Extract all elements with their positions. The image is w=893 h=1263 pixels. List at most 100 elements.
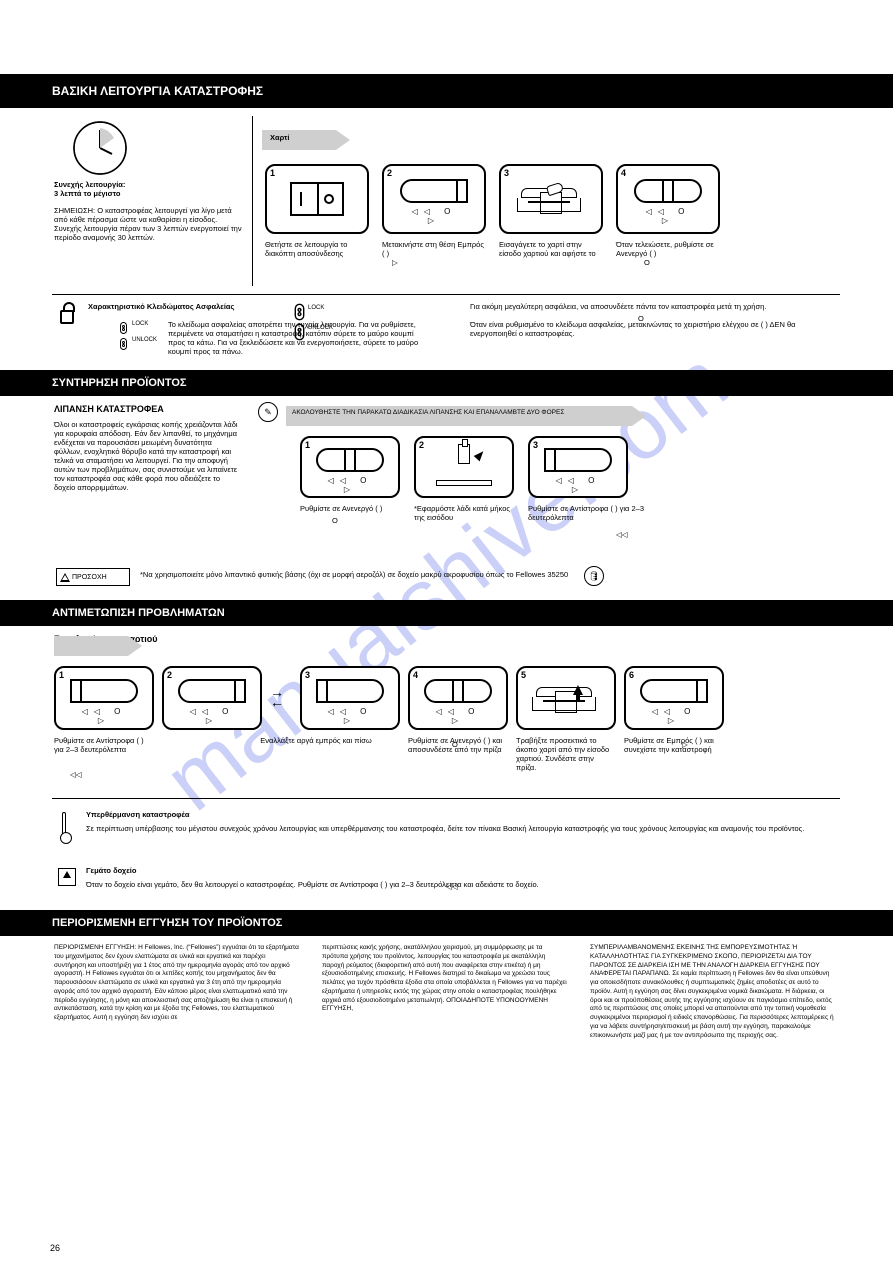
warranty-col-3: ΣΥΜΠΕΡΙΛΑΜΒΑΝΟΜΕΝΗΣ ΕΚΕΙΝΗΣ ΤΗΣ ΕΜΠΟΡΕΥΣ… [590, 944, 835, 1040]
panel-num: 2 [419, 440, 424, 450]
maint-panel-3: 3 ◁◁ O ▷ [528, 436, 628, 498]
panel-num: 4 [413, 670, 418, 680]
slider-symbols: ◁◁ O ▷ [318, 707, 382, 725]
jam-panel-3: 3 ◁◁ O ▷ [300, 666, 400, 730]
step-arrow-oil-label: ΑΚΟΛΟΥΘΗΣΤΕ ΤΗΝ ΠΑΡΑΚΑΤΩ ΔΙΑΔΙΚΑΣΙΑ ΛΙΠΑ… [292, 409, 564, 417]
jam-fwd-glyph: ▷ [682, 740, 688, 749]
caution-label: ΠΡΟΣΟΧΗ [72, 574, 107, 581]
slider-off-icon: ◁◁ O ▷ [634, 179, 702, 203]
basic-panel-3: 3 [499, 164, 603, 234]
clock-icon [72, 120, 128, 176]
oil-circle-icon: ✎ [258, 402, 278, 422]
lock-text-right: Για ακόμη μεγαλύτερη ασφάλεια, να αποσυν… [470, 302, 830, 338]
panel-num: 1 [305, 440, 310, 450]
basic-panel-3-caption: Εισαγάγετε το χαρτί στην είσοδο χαρτιού … [499, 240, 603, 258]
oil-bottle-icon [458, 444, 470, 464]
panel-num: 5 [521, 670, 526, 680]
bin-full-icon [58, 868, 76, 886]
warning-triangle-icon [60, 573, 70, 582]
warranty-col-2: περιπτώσεις κακής χρήσης, ακατάλληλου χε… [322, 944, 567, 1014]
slider-symbols: ◁◁ O ▷ [636, 207, 700, 225]
maint-panel-3-caption: Ρυθμίστε σε Αντίστροφα ( ) για 2–3 δευτε… [528, 504, 658, 522]
section-bar-troubleshoot-title: ΑΝΤΙΜΕΤΩΠΙΣΗ ΠΡΟΒΛΗΜΑΤΩΝ [52, 607, 225, 619]
panel-num: 6 [629, 670, 634, 680]
panel-num: 3 [504, 168, 509, 178]
section-bar-basic: ΒΑΣΙΚΗ ΛΕΙΤΟΥΡΓΙΑ ΚΑΤΑΣΤΡΟΦΗΣ [0, 74, 893, 108]
slider-forward-icon: ◁◁ O ▷ [640, 679, 708, 703]
section-bar-maintenance: ΣΥΝΤΗΡΗΣΗ ΠΡΟΪΟΝΤΟΣ [0, 370, 893, 396]
section-bar-basic-title: ΒΑΣΙΚΗ ΛΕΙΤΟΥΡΓΙΑ ΚΑΤΑΣΤΡΟΦΗΣ [52, 84, 263, 98]
panel-num: 1 [270, 168, 275, 178]
section-bar-warranty-title: ΠΕΡΙΟΡΙΣΜΕΝΗ ΕΓΓΥΗΣΗ ΤΟΥ ΠΡΟΪΟΝΤΟΣ [52, 917, 282, 929]
maint-panel-1: 1 ◁◁ O ▷ [300, 436, 400, 498]
slider-symbols: ◁◁ O ▷ [426, 707, 490, 725]
step-arrow-jam [54, 636, 128, 656]
off-glyph: O [644, 258, 650, 267]
section-bar-warranty: ΠΕΡΙΟΡΙΣΜΕΝΗ ΕΓΓΥΗΣΗ ΤΟΥ ΠΡΟΪΟΝΤΟΣ [0, 910, 893, 936]
jam-panel-6: 6 ◁◁ O ▷ [624, 666, 724, 730]
slider-off-icon: ◁◁ O ▷ [424, 679, 492, 703]
overheat-text: Σε περίπτωση υπέρβασης του μέγιστου συνε… [86, 824, 826, 833]
step-arrow-paper-label: Χαρτί [270, 133, 289, 142]
oil-tray-icon [436, 480, 492, 486]
basic-panel-4: 4 ◁◁ O ▷ [616, 164, 720, 234]
section-bar-maintenance-title: ΣΥΝΤΗΡΗΣΗ ΠΡΟΪΟΝΤΟΣ [52, 377, 187, 389]
jam-panel-5: 5 [516, 666, 616, 730]
no-aerosol-icon: 🛢 [584, 566, 604, 586]
maintenance-intro: Όλοι οι καταστροφείς εγκάρσιας κοπής χρε… [54, 420, 239, 492]
panel-num: 3 [305, 670, 310, 680]
maintenance-heading: ΛΙΠΑΝΣΗ ΚΑΤΑΣΤΡΟΦΕΑ [54, 404, 164, 415]
warranty-col-1: ΠΕΡΙΟΡΙΣΜΕΝΗ ΕΓΓΥΗΣΗ: Η Fellowes, Inc. (… [54, 944, 299, 1023]
jam-panel-1: 1 ◁◁ O ▷ [54, 666, 154, 730]
slider-reverse-icon: ◁◁ O ▷ [316, 679, 384, 703]
bin-title: Γεμάτο δοχείο [86, 866, 136, 875]
lock-text-left: Το κλείδωμα ασφαλείας αποτρέπει την τυχα… [168, 320, 428, 356]
divider-horizontal [52, 294, 840, 295]
section-bar-troubleshoot: ΑΝΤΙΜΕΤΩΠΙΣΗ ΠΡΟΒΛΗΜΑΤΩΝ [0, 600, 893, 626]
basic-panel-1: 1 [265, 164, 369, 234]
caution-text: *Να χρησιμοποιείτε μόνο λιπαντικό φυτική… [140, 570, 576, 579]
slider-reverse-icon: ◁◁ O ▷ [544, 448, 612, 472]
slider-forward-icon: ◁◁ O ▷ [400, 179, 468, 203]
basic-panel-1-caption: Θετήστε σε λειτουργία το διακόπτη αποσύν… [265, 240, 369, 258]
jam-panel-1-caption: Ρυθμίστε σε Αντίστροφα ( ) για 2–3 δευτε… [54, 736, 154, 754]
thermometer-icon [62, 812, 66, 838]
panel-num: 2 [387, 168, 392, 178]
basic-panel-2: 2 ◁◁ O ▷ [382, 164, 486, 234]
panel-num: 2 [167, 670, 172, 680]
clock-label: Συνεχής λειτουργία: 3 λεπτά το μέγιστο [54, 180, 174, 198]
lock-large-label-locked: LOCK [308, 305, 324, 311]
lock-switch-unlock-icon: UNLOCK [120, 338, 127, 352]
slider-symbols: ◁◁ O ▷ [642, 707, 706, 725]
divider-horizontal-2 [52, 798, 840, 799]
bin-rev-glyph: ◁◁ [446, 882, 458, 891]
lock-icon [60, 310, 74, 324]
slider-off-icon: ◁◁ O ▷ [316, 448, 384, 472]
lock-off-glyph: O [638, 314, 644, 323]
shredder-pull-icon [536, 687, 596, 711]
lock-label-locked: LOCK [132, 321, 148, 327]
slider-symbols: ◁◁ O ▷ [72, 707, 136, 725]
lock-title: Χαρακτηριστικό Κλειδώματος Ασφαλείας [88, 302, 238, 311]
power-switch-icon [290, 182, 344, 216]
basic-panel-2-caption: Μετακινήστε στη θέση Εμπρός ( ) [382, 240, 486, 258]
clock-note: ΣΗΜΕΙΩΣΗ: Ο καταστροφέας λειτουργεί για … [54, 206, 244, 242]
shredder-feed-icon [521, 188, 581, 212]
slider-symbols: ◁◁ O ▷ [180, 707, 244, 725]
panel-num: 1 [59, 670, 64, 680]
caution-box: ΠΡΟΣΟΧΗ [56, 568, 130, 586]
divider-vertical [252, 116, 253, 286]
maint-rev-glyph: ◁◁ [616, 530, 628, 539]
slider-symbols: ◁◁ O ▷ [402, 207, 466, 225]
lock-switch-lock-icon: LOCK [120, 322, 127, 336]
slider-forward-icon: ◁◁ O ▷ [178, 679, 246, 703]
jam-panel-6-caption: Ρυθμίστε σε Εμπρός ( ) και συνεχίστε την… [624, 736, 734, 754]
lock-label-unlocked: UNLOCK [132, 337, 157, 343]
maint-panel-2-caption: *Εφαρμόστε λάδι κατά μήκος της εισόδου [414, 504, 514, 522]
jam-panel-4: 4 ◁◁ O ▷ [408, 666, 508, 730]
page-number: 26 [50, 1243, 60, 1253]
jam-off-glyph: O [452, 740, 458, 749]
slider-reverse-icon: ◁◁ O ▷ [70, 679, 138, 703]
jam-panel-2: 2 ◁◁ O ▷ [162, 666, 262, 730]
maint-panel-2: 2 [414, 436, 514, 498]
